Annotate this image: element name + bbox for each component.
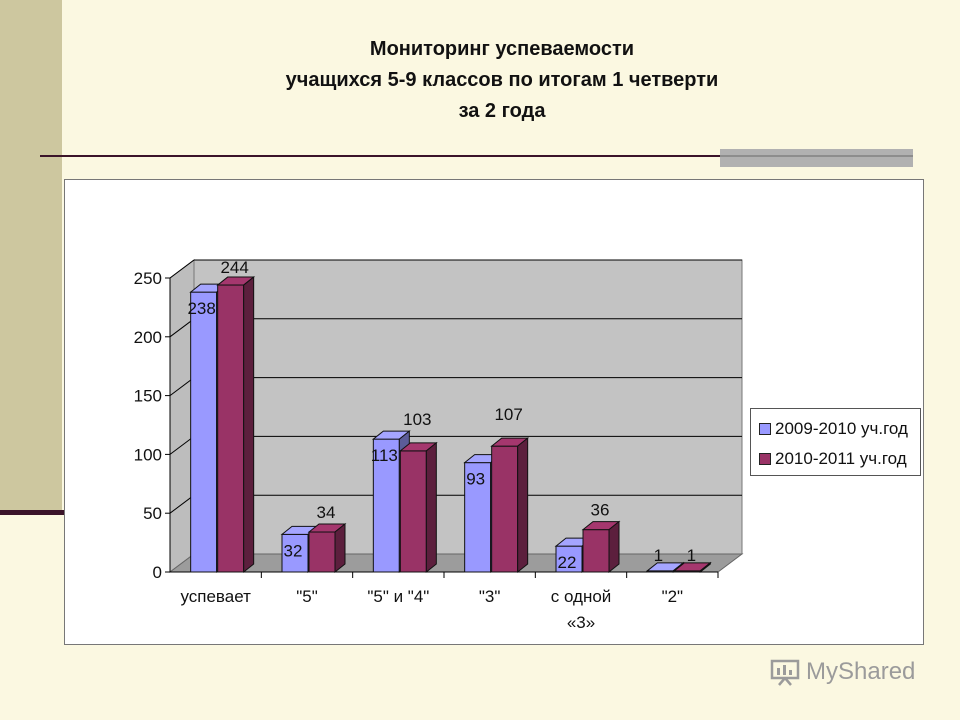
- x-tick-label: «3»: [567, 613, 595, 632]
- bar: [217, 284, 245, 573]
- x-tick-label: с одной: [551, 587, 612, 606]
- bar: [464, 462, 492, 573]
- title-rule: [40, 155, 722, 157]
- data-label: 1: [687, 546, 696, 565]
- data-label: 113: [371, 446, 398, 465]
- y-tick-label: 50: [143, 504, 162, 523]
- data-label: 93: [466, 470, 485, 489]
- data-label: 22: [558, 553, 577, 572]
- bar: [190, 291, 218, 573]
- x-tick-label: "5": [296, 587, 318, 606]
- title-line-2: учащихся 5-9 классов по итогам 1 четверт…: [285, 69, 719, 91]
- bar: [582, 529, 610, 573]
- y-tick-label: 200: [134, 328, 162, 347]
- x-tick-label: успевает: [180, 587, 251, 606]
- data-label: 34: [317, 503, 336, 522]
- data-label: 1: [654, 546, 663, 565]
- watermark: MyShared: [770, 658, 915, 686]
- gridline-side: [169, 435, 195, 455]
- bar-side: [334, 522, 346, 574]
- data-label: 244: [220, 258, 248, 277]
- left-decor-strip: [0, 0, 62, 512]
- gridline-side: [169, 259, 195, 279]
- bar-side: [517, 437, 529, 574]
- legend-item-2009-2010: 2009-2010 уч.год: [759, 418, 908, 440]
- title-line-1: Мониторинг успеваемости: [369, 38, 635, 60]
- gridline-side: [169, 318, 195, 338]
- watermark-text: MyShared: [806, 658, 916, 685]
- legend-item-2010-2011: 2010-2011 уч.год: [759, 448, 907, 470]
- legend-label-2010-2011: 2010-2011 уч.год: [775, 449, 907, 468]
- data-label: 107: [494, 405, 522, 424]
- gridline-side: [169, 377, 195, 397]
- title-line-3: за 2 года: [458, 100, 546, 122]
- gridline-side: [169, 494, 195, 514]
- bar-side: [425, 441, 437, 574]
- data-label: 36: [591, 501, 610, 520]
- bar-side: [699, 561, 711, 574]
- slide-title: Мониторинг успеваемости учащихся 5-9 кла…: [200, 34, 804, 127]
- data-label: 238: [187, 299, 215, 318]
- title-rule-accent-line: [720, 155, 913, 157]
- legend-label-2009-2010: 2009-2010 уч.год: [775, 419, 908, 438]
- y-tick-label: 100: [134, 445, 162, 464]
- bar-side: [243, 276, 255, 574]
- legend-swatch-2009-2010: [759, 423, 771, 435]
- x-tick-label: "5" и "4": [367, 587, 429, 606]
- y-tick-label: 250: [134, 269, 162, 288]
- y-tick-label: 0: [153, 563, 162, 582]
- data-label: 32: [284, 541, 303, 560]
- bar: [555, 545, 583, 573]
- bar: [308, 531, 336, 573]
- y-tick-label: 150: [134, 387, 162, 406]
- left-decor-line: [0, 510, 64, 515]
- data-label: 103: [403, 410, 431, 429]
- x-tick-label: "2": [662, 587, 684, 606]
- legend-swatch-2010-2011: [759, 453, 771, 465]
- bar: [491, 445, 519, 573]
- bar: [399, 450, 427, 573]
- chart-legend: 2009-2010 уч.год 2010-2011 уч.год: [750, 408, 921, 476]
- x-tick-label: "3": [479, 587, 501, 606]
- presentation-icon: [770, 659, 800, 686]
- bar-side: [608, 520, 620, 574]
- title-rule-accent: [720, 149, 913, 167]
